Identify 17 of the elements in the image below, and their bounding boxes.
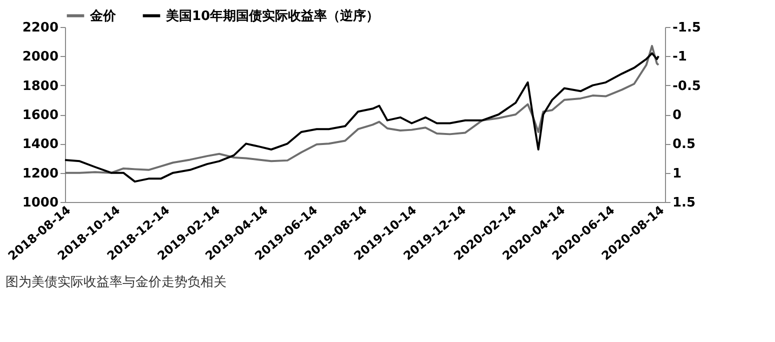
y2-tick-label: 0.5 <box>672 137 696 152</box>
y-tick-label: 1400 <box>22 137 58 152</box>
y-tick-label: 1600 <box>22 108 58 123</box>
y-tick-label: 1200 <box>22 166 58 182</box>
y-tick-label: 1000 <box>22 196 58 210</box>
legend-label: 美国10年期国债实际收益率（逆序） <box>165 8 380 24</box>
y-tick-label: 2200 <box>22 20 58 36</box>
y2-tick-label: -1 <box>672 50 687 65</box>
y2-tick-label: 1 <box>672 166 682 182</box>
y2-tick-label: 0 <box>672 108 682 123</box>
legend-label: 金价 <box>89 8 117 24</box>
text: 图为美债实际收益率与金价走势负相关 <box>6 274 227 290</box>
y-tick-label: 2000 <box>22 50 58 65</box>
y2-tick-label: -0.5 <box>672 78 701 94</box>
y-tick-label: 1800 <box>22 78 58 94</box>
y2-tick-label: -1.5 <box>672 20 701 36</box>
y2-tick-label: 1.5 <box>672 196 696 210</box>
